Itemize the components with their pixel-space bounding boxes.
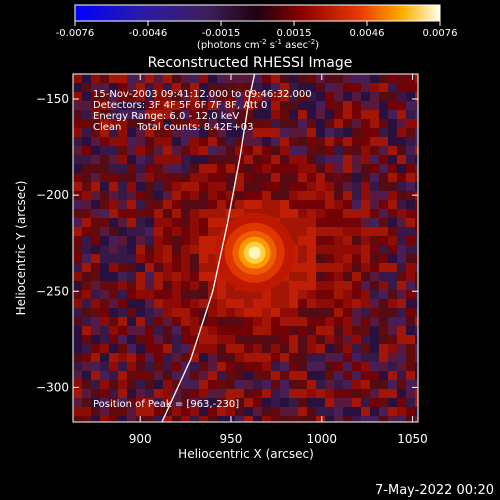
annotation-clean-counts: Clean Total counts: 8.42E+03 bbox=[93, 122, 253, 133]
heatmap-cells bbox=[73, 74, 418, 422]
annotation-energy-range: Energy Range: 6.0 - 12.0 keV bbox=[93, 111, 239, 122]
annotation-time-range: 15-Nov-2003 09:41:12.000 to 09:46:32.000 bbox=[93, 89, 312, 100]
y-axis-ticks: −150 −200 −250 −300 bbox=[36, 92, 418, 394]
colorbar-tick-label: 0.0046 bbox=[350, 28, 385, 39]
y-tick-label: −150 bbox=[36, 92, 69, 106]
plot-frame bbox=[72, 73, 419, 423]
x-axis-ticks: 900 950 1000 1050 bbox=[129, 74, 428, 446]
colorbar-tick-label: -0.0076 bbox=[56, 28, 95, 39]
y-tick-label: −250 bbox=[36, 284, 69, 298]
x-axis-label: Heliocentric X (arcsec) bbox=[178, 447, 314, 461]
colorbar-ticks: -0.0076 -0.0046 -0.0015 0.0015 0.0046 0.0076 bbox=[56, 21, 458, 39]
annotation-detectors: Detectors: 3F 4F 5F 6F 7F 8F, Att 0 bbox=[93, 100, 267, 111]
colorbar-tick-label: 0.0015 bbox=[277, 28, 312, 39]
colorbar-tick-label: 0.0076 bbox=[423, 28, 458, 39]
x-tick-label: 1000 bbox=[306, 432, 337, 446]
chart-title: Reconstructed RHESSI Image bbox=[148, 55, 353, 71]
y-tick-label: −200 bbox=[36, 188, 69, 202]
colorbar-tick-label: -0.0046 bbox=[129, 28, 168, 39]
x-tick-label: 1050 bbox=[397, 432, 428, 446]
colorbar bbox=[74, 4, 441, 22]
colorbar-unit-label: (photons cm-2 s-1 asec-2) bbox=[197, 38, 319, 51]
footer-timestamp: 7-May-2022 00:20 bbox=[375, 483, 494, 498]
solar-limb-curve bbox=[161, 74, 256, 422]
x-tick-label: 950 bbox=[220, 432, 243, 446]
peak-source bbox=[214, 212, 295, 293]
colorbar-tick-label: -0.0015 bbox=[202, 28, 241, 39]
annotation-peak-position: Position of Peak = [963,-230] bbox=[93, 399, 239, 410]
y-tick-label: −300 bbox=[36, 380, 69, 394]
y-axis-label: Heliocentric Y (arcsec) bbox=[14, 181, 28, 316]
x-tick-label: 900 bbox=[129, 432, 152, 446]
